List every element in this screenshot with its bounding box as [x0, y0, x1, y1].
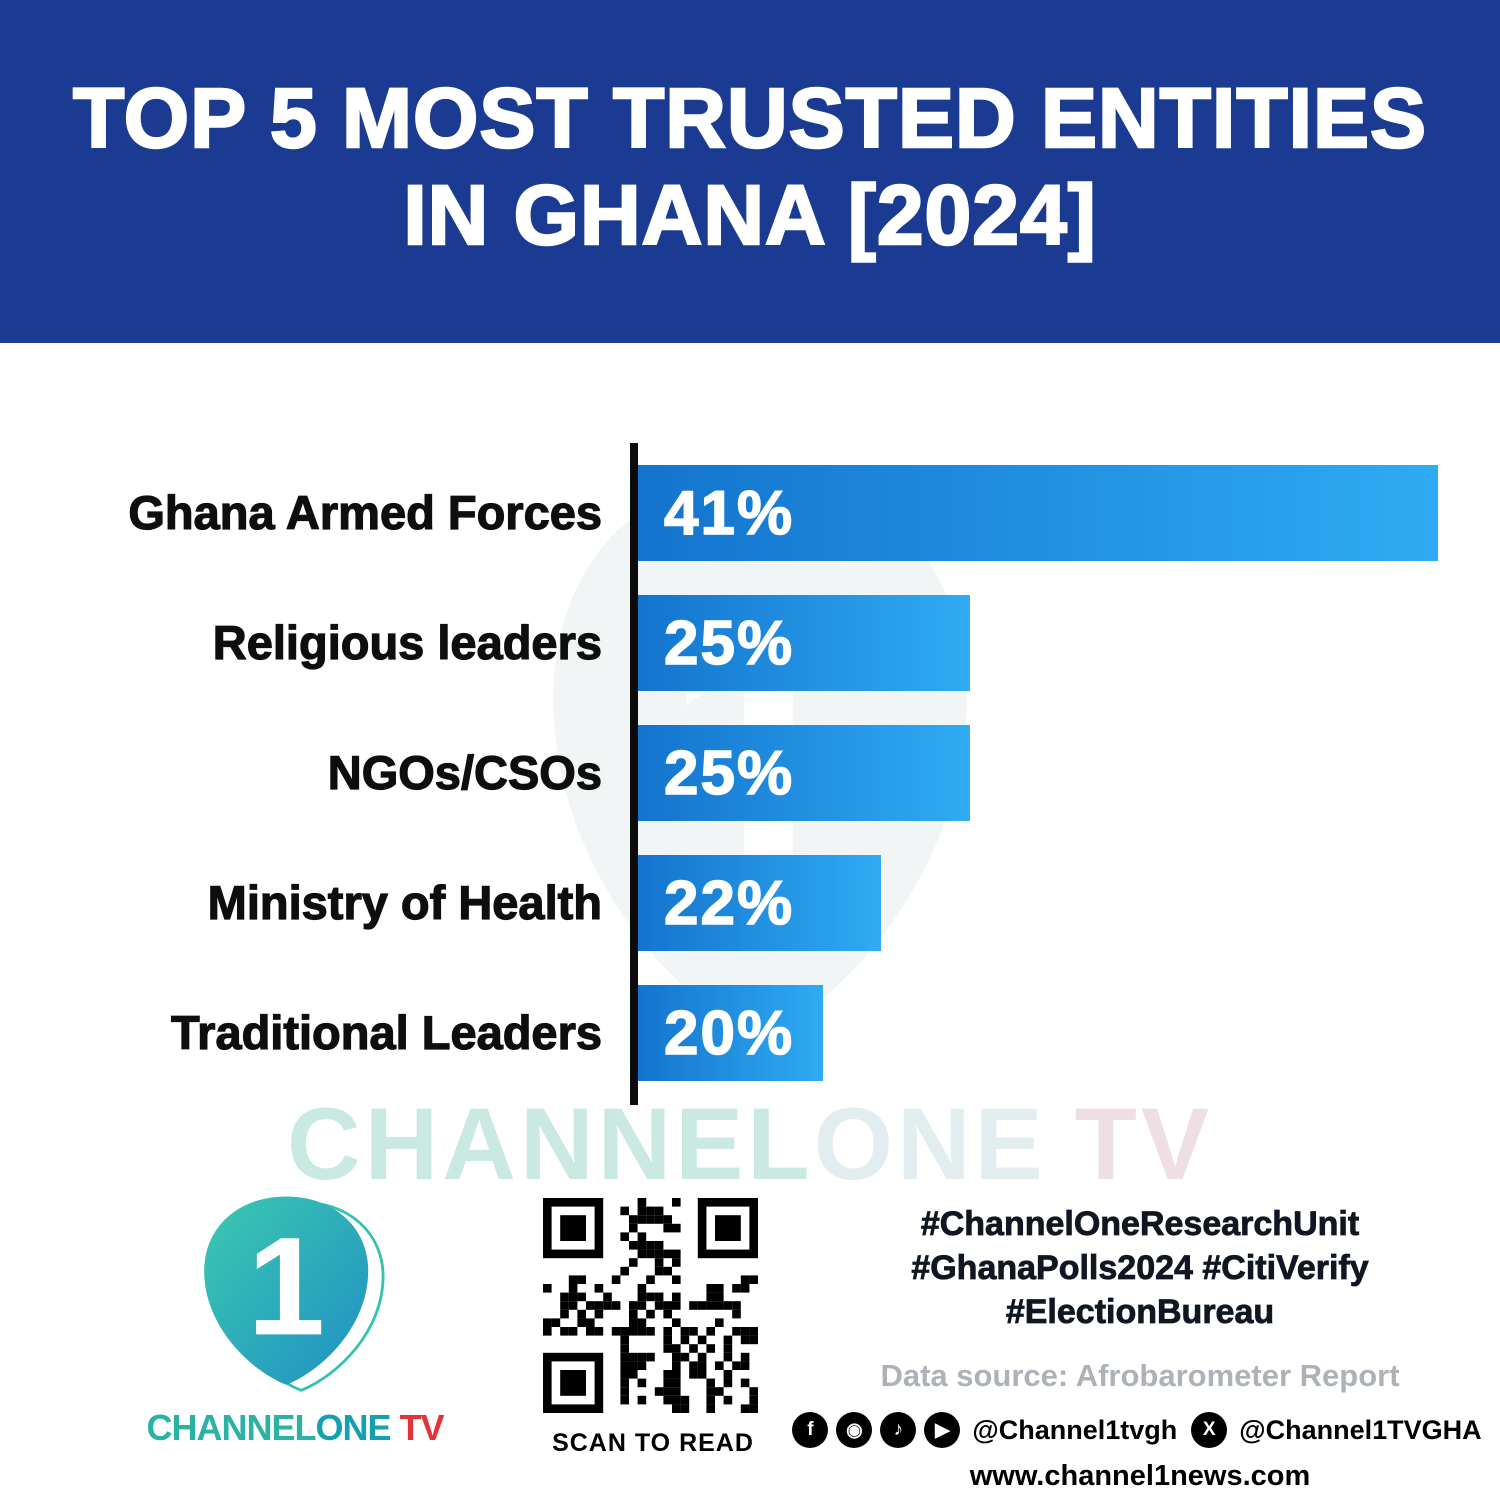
hashtags-line3: #ElectionBureau	[1005, 1293, 1275, 1332]
bar: 41%	[638, 465, 1438, 561]
chart-row: Ghana Armed Forces 41%	[0, 465, 1500, 561]
website-url: www.channel1news.com	[969, 1460, 1311, 1492]
qr-block: SCAN TO READ	[543, 1198, 763, 1458]
hashtags-line2: #GhanaPolls2024 #CitiVerify	[911, 1249, 1369, 1288]
brand-watermark: CHANNELONE TV	[0, 1086, 1500, 1203]
qr-code	[543, 1198, 758, 1413]
logo-word-one: ONE	[315, 1407, 391, 1448]
watermark-one: ONE	[813, 1087, 1047, 1201]
social-row: f ◉ ♪ ▶ @Channel1tvgh X @Channel1TVGHA	[792, 1412, 1482, 1448]
logo-word-tv: TV	[399, 1407, 445, 1448]
logo-numeral: 1	[247, 1207, 325, 1364]
watermark-tv: TV	[1074, 1087, 1214, 1201]
page-title-line2: IN GHANA [2024]	[402, 167, 1097, 264]
value-label: 25%	[663, 608, 795, 679]
category-label: Ministry of Health	[207, 875, 603, 929]
chart-row: Traditional Leaders 20%	[0, 985, 1500, 1081]
chart-axis-line	[630, 443, 638, 1105]
chart-row: NGOs/CSOs 25%	[0, 725, 1500, 821]
category-label: NGOs/CSOs	[327, 745, 602, 799]
bar: 20%	[638, 985, 823, 1081]
facebook-icon: f	[792, 1412, 829, 1448]
category-label: Religious leaders	[212, 615, 602, 669]
social-handle-x: @Channel1TVGHA	[1239, 1414, 1482, 1445]
chart-row: Religious leaders 25%	[0, 595, 1500, 691]
category-label: Ghana Armed Forces	[128, 485, 603, 539]
category-label: Traditional Leaders	[170, 1005, 602, 1059]
channel-one-pick-icon: 1	[203, 1196, 384, 1392]
header-banner: TOP 5 MOST TRUSTED ENTITIES IN GHANA [20…	[0, 0, 1500, 343]
page-title-line1: TOP 5 MOST TRUSTED ENTITIES	[72, 70, 1428, 167]
data-source-text: Data source: Afrobarometer Report	[880, 1358, 1400, 1393]
watermark-channel: CHANNEL	[286, 1087, 814, 1201]
instagram-icon: ◉	[836, 1412, 873, 1448]
logo-wordmark: CHANNELONE TV	[145, 1407, 445, 1449]
social-handle-main: @Channel1tvgh	[972, 1414, 1178, 1445]
value-label: 20%	[663, 998, 795, 1069]
chart-row: Ministry of Health 22%	[0, 855, 1500, 951]
tiktok-icon: ♪	[880, 1412, 917, 1448]
channel-one-logo: 1 CHANNELONE TV	[145, 1185, 445, 1449]
x-icon: X	[1191, 1412, 1228, 1448]
bar: 25%	[638, 595, 970, 691]
value-label: 25%	[663, 738, 795, 809]
qr-caption: SCAN TO READ	[552, 1429, 754, 1457]
value-label: 41%	[663, 478, 795, 549]
bar: 25%	[638, 725, 970, 821]
logo-word-channel: CHANNEL	[146, 1407, 316, 1448]
value-label: 22%	[663, 868, 795, 939]
bar: 22%	[638, 855, 881, 951]
hashtags-line1: #ChannelOneResearchUnit	[920, 1205, 1360, 1244]
footer-right-column: #ChannelOneResearchUnit #GhanaPolls2024 …	[792, 1202, 1482, 1493]
youtube-icon: ▶	[924, 1412, 961, 1448]
